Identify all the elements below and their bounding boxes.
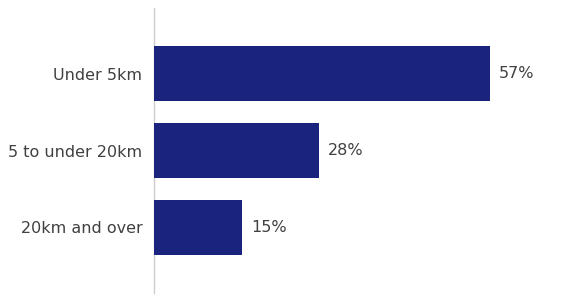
Bar	[154, 200, 242, 255]
Text: 15%: 15%	[251, 220, 287, 235]
Text: 28%: 28%	[328, 143, 363, 158]
Bar	[154, 123, 319, 178]
Bar	[154, 46, 490, 101]
Text: 57%: 57%	[499, 66, 534, 81]
